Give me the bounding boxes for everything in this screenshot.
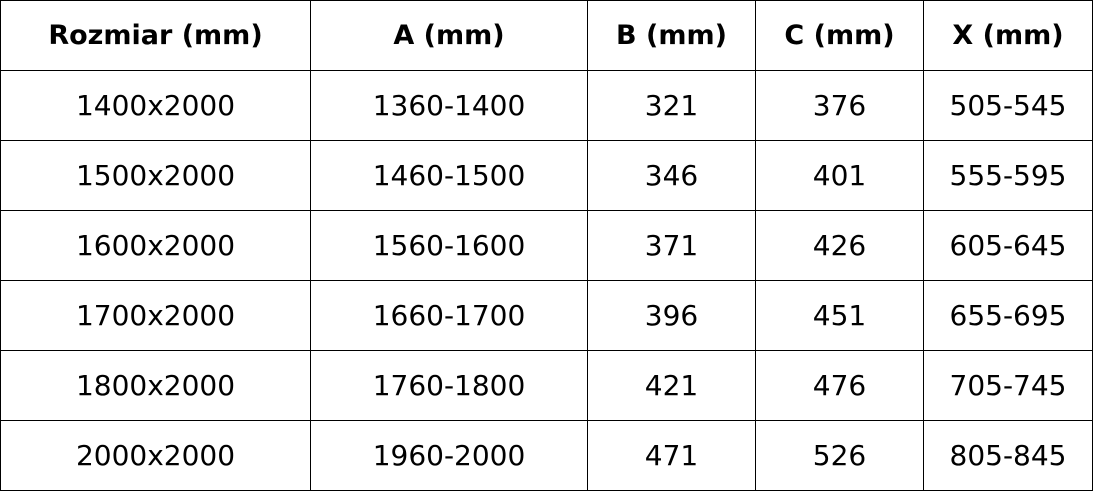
table-row: 1500x2000 1460-1500 346 401 555-595 <box>0 140 1093 211</box>
cell-a: 1460-1500 <box>310 140 588 211</box>
cell-a: 1360-1400 <box>310 70 588 141</box>
cell-size: 2000x2000 <box>0 420 311 491</box>
column-header-size: Rozmiar (mm) <box>0 0 311 71</box>
table-row: 1700x2000 1660-1700 396 451 655-695 <box>0 280 1093 351</box>
column-header-x: X (mm) <box>923 0 1093 71</box>
cell-x: 605-645 <box>923 210 1093 281</box>
cell-c: 476 <box>755 350 924 421</box>
cell-x: 805-845 <box>923 420 1093 491</box>
cell-c: 451 <box>755 280 924 351</box>
cell-c: 426 <box>755 210 924 281</box>
cell-size: 1500x2000 <box>0 140 311 211</box>
cell-c: 376 <box>755 70 924 141</box>
header-row: Rozmiar (mm) A (mm) B (mm) C (mm) X (mm) <box>0 0 1093 71</box>
column-header-b: B (mm) <box>587 0 756 71</box>
cell-a: 1960-2000 <box>310 420 588 491</box>
cell-x: 505-545 <box>923 70 1093 141</box>
cell-size: 1800x2000 <box>0 350 311 421</box>
cell-b: 371 <box>587 210 756 281</box>
cell-size: 1400x2000 <box>0 70 311 141</box>
cell-b: 421 <box>587 350 756 421</box>
cell-b: 321 <box>587 70 756 141</box>
column-header-c: C (mm) <box>755 0 924 71</box>
cell-b: 471 <box>587 420 756 491</box>
cell-x: 655-695 <box>923 280 1093 351</box>
cell-a: 1660-1700 <box>310 280 588 351</box>
table-row: 1800x2000 1760-1800 421 476 705-745 <box>0 350 1093 421</box>
cell-size: 1700x2000 <box>0 280 311 351</box>
cell-c: 401 <box>755 140 924 211</box>
cell-b: 396 <box>587 280 756 351</box>
cell-b: 346 <box>587 140 756 211</box>
column-header-a: A (mm) <box>310 0 588 71</box>
table-row: 2000x2000 1960-2000 471 526 805-845 <box>0 420 1093 491</box>
cell-a: 1560-1600 <box>310 210 588 281</box>
cell-x: 705-745 <box>923 350 1093 421</box>
table-row: 1600x2000 1560-1600 371 426 605-645 <box>0 210 1093 281</box>
cell-c: 526 <box>755 420 924 491</box>
cell-a: 1760-1800 <box>310 350 588 421</box>
table-row: 1400x2000 1360-1400 321 376 505-545 <box>0 70 1093 141</box>
cell-x: 555-595 <box>923 140 1093 211</box>
cell-size: 1600x2000 <box>0 210 311 281</box>
